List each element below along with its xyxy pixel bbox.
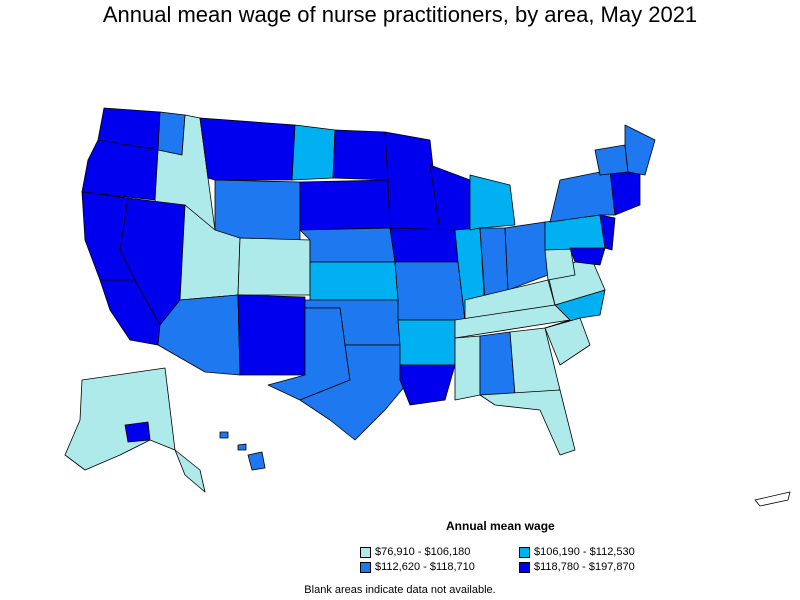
- region-minnesota: [384, 131, 441, 231]
- region-colorado: [237, 237, 311, 296]
- region-oregon: [81, 139, 159, 201]
- legend-swatch-tier1: [360, 546, 371, 558]
- region-north-dakota: [332, 129, 389, 181]
- region-maryland: [569, 247, 606, 266]
- legend-item-tier1: $76,910 - $106,180: [360, 546, 470, 558]
- region-montana-east: [291, 124, 336, 181]
- region-iowa: [389, 227, 459, 263]
- region-nebraska: [299, 227, 396, 263]
- region-alabama: [479, 331, 516, 396]
- region-new-england: [609, 169, 641, 216]
- region-alaska-southeast: [174, 449, 206, 493]
- region-florida: [479, 389, 576, 456]
- map-title: Annual mean wage of nurse practitioners,…: [102, 2, 698, 27]
- region-puerto-rico: [754, 491, 791, 507]
- region-arkansas: [397, 319, 456, 366]
- region-new-jersey: [599, 214, 616, 251]
- region-hawaii-big-island: [247, 451, 266, 471]
- region-alaska: [64, 367, 176, 471]
- legend-label-tier3: $112,620 - $118,710: [375, 561, 475, 573]
- region-new-york: [549, 169, 616, 223]
- region-new-mexico: [237, 294, 306, 376]
- legend-label-tier4: $118,780 - $197,870: [534, 561, 635, 573]
- legend-swatch-tier4: [519, 561, 530, 573]
- region-michigan: [469, 174, 516, 231]
- region-alaska-anchorage: [124, 421, 151, 443]
- legend-item-tier2: $106,190 - $112,530: [519, 546, 635, 558]
- region-mississippi: [454, 335, 481, 401]
- legend-item-tier3: $112,620 - $118,710: [360, 561, 475, 573]
- legend-title: Annual mean wage: [446, 519, 555, 533]
- legend-label-tier1: $76,910 - $106,180: [375, 546, 471, 558]
- region-ohio: [504, 221, 549, 291]
- legend-label-tier2: $106,190 - $112,530: [534, 546, 635, 558]
- legend-swatch-tier2: [519, 546, 530, 558]
- footnote: Blank areas indicate data not available.: [304, 584, 496, 596]
- legend-swatch-tier3: [360, 561, 371, 573]
- region-south-dakota: [299, 179, 391, 231]
- region-hawaii-oahu: [219, 431, 229, 439]
- region-louisiana: [399, 364, 456, 406]
- region-maine: [624, 124, 656, 176]
- legend-item-tier4: $118,780 - $197,870: [519, 561, 635, 573]
- region-washington-east: [157, 111, 186, 156]
- region-indiana: [479, 227, 509, 301]
- region-missouri: [394, 261, 466, 321]
- region-vermont-nh: [594, 144, 629, 176]
- region-kansas: [309, 261, 399, 301]
- region-hawaii-maui: [237, 443, 247, 451]
- region-montana: [199, 117, 296, 181]
- region-wyoming: [214, 179, 301, 241]
